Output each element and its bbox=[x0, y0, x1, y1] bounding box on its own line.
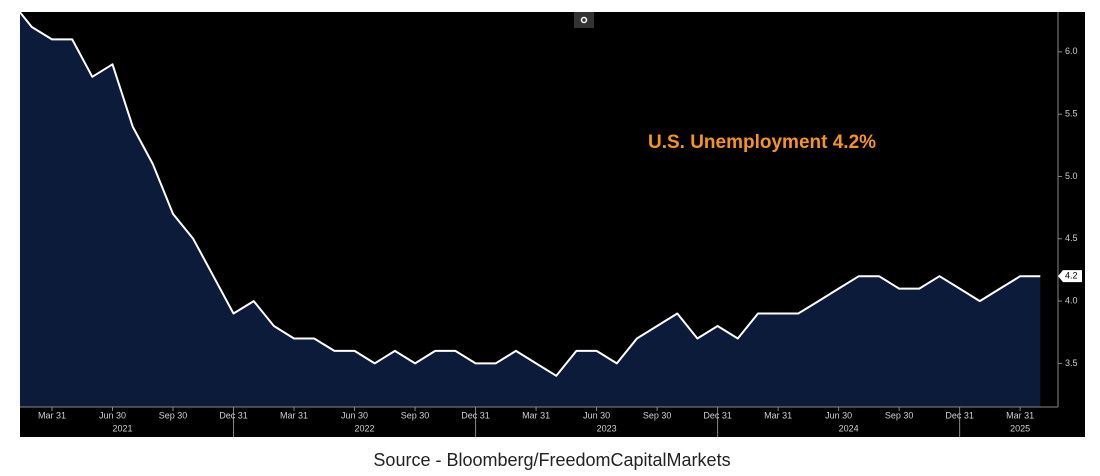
x-tick-label: Mar 31 bbox=[38, 410, 66, 420]
year-label: 2021 bbox=[112, 423, 132, 433]
source: Source - Bloomberg/FreedomCapitalMarkets bbox=[373, 450, 730, 470]
y-tick-label: 5.0 bbox=[1065, 171, 1078, 181]
year-label: 2023 bbox=[597, 423, 617, 433]
x-tick-label: Jun 30 bbox=[583, 410, 610, 420]
y-tick-label: 4.0 bbox=[1065, 295, 1078, 305]
year-label: 2024 bbox=[839, 423, 859, 433]
last-value-box bbox=[1058, 270, 1082, 283]
y-tick-label: 4.5 bbox=[1065, 233, 1078, 243]
icon-box bbox=[574, 12, 594, 28]
y-tick-label: 5.5 bbox=[1065, 109, 1078, 119]
year-label: 2022 bbox=[355, 423, 375, 433]
x-tick-label: Sep 30 bbox=[885, 410, 914, 420]
x-tick-label: Mar 31 bbox=[280, 410, 308, 420]
x-tick-label: Jun 30 bbox=[99, 410, 126, 420]
x-tick-label: Dec 31 bbox=[703, 410, 732, 420]
x-tick-label: Sep 30 bbox=[643, 410, 672, 420]
x-tick-label: Mar 31 bbox=[764, 410, 792, 420]
x-tick-label: Mar 31 bbox=[1006, 410, 1034, 420]
x-tick-label: Jun 30 bbox=[825, 410, 852, 420]
annotation: U.S. Unemployment 4.2% bbox=[648, 132, 876, 153]
x-tick-label: Mar 31 bbox=[522, 410, 550, 420]
x-tick-label: Sep 30 bbox=[401, 410, 430, 420]
x-tick-label: Sep 30 bbox=[159, 410, 188, 420]
year-label: 2025 bbox=[1010, 423, 1030, 433]
area bbox=[20, 12, 1041, 407]
x-tick-label: Dec 31 bbox=[945, 410, 974, 420]
x-tick-label: Dec 31 bbox=[219, 410, 248, 420]
y-tick-label: 6.0 bbox=[1065, 46, 1078, 56]
y-tick-label: 3.5 bbox=[1065, 358, 1078, 368]
plot-area bbox=[20, 12, 1041, 407]
x-tick-label: Dec 31 bbox=[461, 410, 490, 420]
icon bbox=[580, 16, 588, 24]
line bbox=[20, 12, 1041, 377]
x-tick-label: Jun 30 bbox=[341, 410, 368, 420]
last-value-label: 4.2 bbox=[1065, 271, 1078, 281]
